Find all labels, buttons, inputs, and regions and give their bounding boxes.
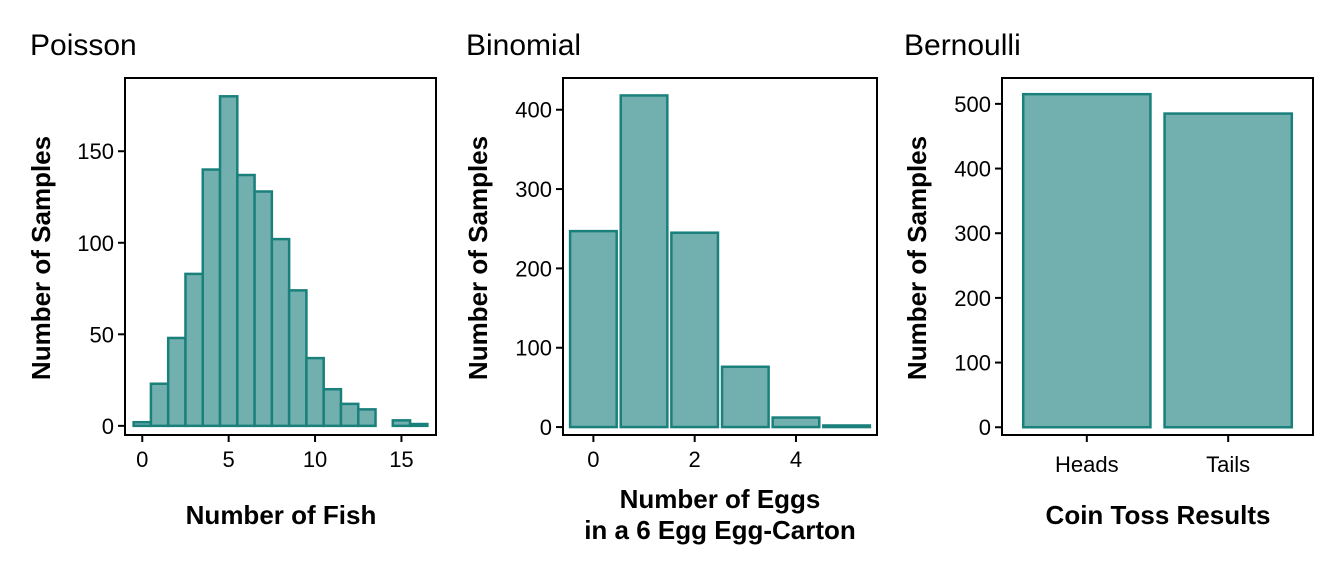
poisson-y-tick-label: 100 [77,231,114,256]
binomial-title: Binomial [466,29,581,62]
poisson-x-axis-label: Number of Fish [186,500,377,530]
poisson-bar [166,336,187,428]
panel-bernoulli: Bernoulli Heads Tails 0 100 200 300 400 500 Co… [902,29,1314,530]
binomial-x-tick-label: 4 [790,447,802,472]
bernoulli-x-tick-label: Tails [1206,452,1250,477]
binomial-bar [568,229,618,429]
binomial-x-tick-label: 0 [587,447,599,472]
poisson-bar [218,95,239,428]
bernoulli-bar [1021,92,1152,429]
bernoulli-plot-frame [1001,77,1314,436]
binomial-y-tick-label: 200 [515,256,552,281]
bernoulli-bar [1163,112,1294,429]
poisson-bar [305,356,325,428]
poisson-y-ticks: 0 50 100 150 [77,139,125,439]
binomial-y-tick-label: 300 [515,177,552,202]
poisson-bar [287,289,308,428]
poisson-x-tick-label: 15 [389,447,413,472]
poisson-bar [357,408,377,428]
bernoulli-y-tick-label: 500 [954,92,991,117]
binomial-x-axis-label: Number of Eggs in a 6 Egg Egg-Carton [584,484,856,545]
binomial-y-ticks: 0 100 200 300 400 [515,98,563,440]
panel-binomial: Binomial 0 2 4 0 100 200 300 400 Number of Egg… [463,29,878,545]
poisson-y-tick-label: 0 [102,414,114,439]
binomial-plot-frame [562,77,878,436]
poisson-bar [201,168,222,428]
poisson-y-tick-label: 150 [77,139,114,164]
poisson-bar [270,237,291,428]
bernoulli-y-ticks: 0 100 200 300 400 500 [954,92,1002,440]
binomial-bars [568,94,872,429]
binomial-y-tick-label: 0 [540,415,552,440]
binomial-x-axis-label-line: Number of Eggs [620,484,821,514]
poisson-bar [236,173,256,428]
poisson-bar [322,387,343,428]
binomial-bar [670,231,720,429]
binomial-x-tick-label: 2 [689,447,701,472]
poisson-bar [408,422,429,428]
bernoulli-x-tick-label: Heads [1055,452,1119,477]
poisson-bar [149,382,170,428]
poisson-y-tick-label: 50 [90,322,114,347]
bernoulli-title: Bernoulli [904,29,1021,62]
bernoulli-x-ticks: Heads Tails [1055,435,1250,477]
bernoulli-y-axis-label: Number of Samples [902,136,932,380]
poisson-plot-frame [124,77,437,436]
poisson-bar [132,420,153,428]
binomial-y-tick-label: 100 [515,336,552,361]
poisson-bar [184,272,205,428]
binomial-bar [771,416,821,429]
binomial-x-axis-label-line: in a 6 Egg Egg-Carton [584,515,856,545]
poisson-x-tick-label: 0 [136,447,148,472]
binomial-x-ticks: 0 2 4 [587,435,802,472]
poisson-x-ticks: 0 5 10 15 [136,435,414,472]
bernoulli-x-axis-label: Coin Toss Results [1046,500,1271,530]
poisson-title: Poisson [30,29,137,62]
poisson-x-tick-label: 10 [303,447,327,472]
poisson-y-axis-label: Number of Samples [26,136,56,380]
poisson-bars [132,95,429,428]
poisson-bar [253,190,274,428]
bernoulli-y-tick-label: 300 [954,221,991,246]
binomial-bar [720,365,770,429]
poisson-bar [339,402,360,428]
poisson-bar [391,419,412,428]
binomial-y-tick-label: 400 [515,98,552,123]
poisson-x-tick-label: 5 [223,447,235,472]
bernoulli-bars [1021,92,1294,429]
bernoulli-y-tick-label: 200 [954,286,991,311]
binomial-bar [822,424,872,429]
bernoulli-y-tick-label: 0 [979,415,991,440]
bernoulli-y-tick-label: 100 [954,351,991,376]
binomial-bar [619,94,669,429]
bernoulli-y-tick-label: 400 [954,157,991,182]
binomial-y-axis-label: Number of Samples [463,136,493,380]
